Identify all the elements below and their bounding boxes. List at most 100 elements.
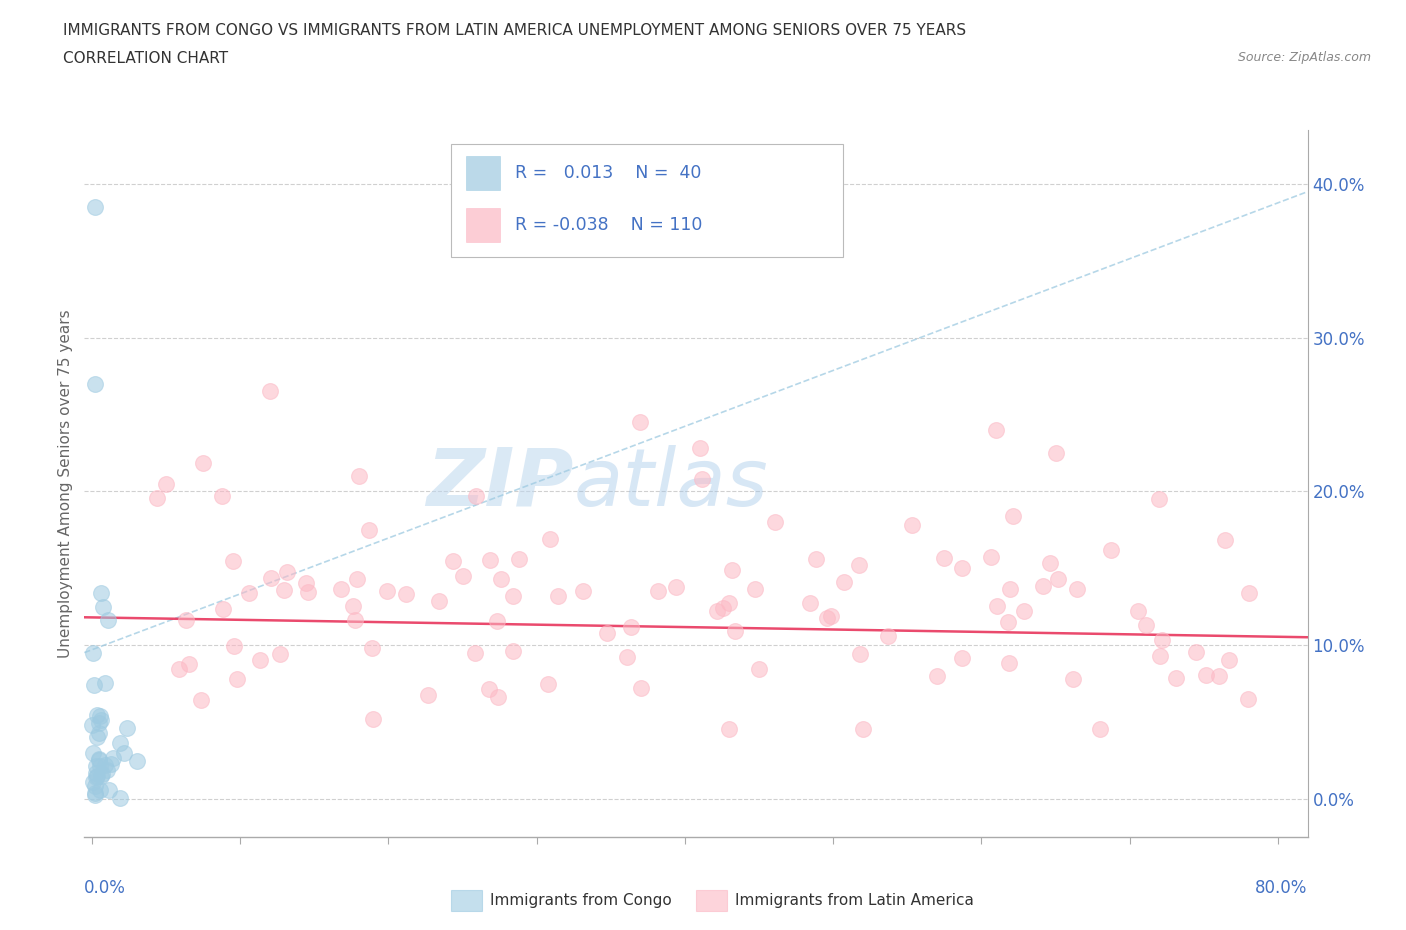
Point bbox=[361, 711, 384, 726]
Point bbox=[90, 713, 112, 728]
Point bbox=[89, 751, 111, 766]
Point bbox=[90, 768, 112, 783]
Point bbox=[344, 613, 367, 628]
Point bbox=[125, 753, 148, 768]
Point bbox=[222, 639, 245, 654]
Text: IMMIGRANTS FROM CONGO VS IMMIGRANTS FROM LATIN AMERICA UNEMPLOYMENT AMONG SENIOR: IMMIGRANTS FROM CONGO VS IMMIGRANTS FROM… bbox=[63, 23, 966, 38]
Point bbox=[1099, 543, 1122, 558]
Point bbox=[799, 595, 821, 610]
Point bbox=[465, 489, 488, 504]
Point bbox=[94, 675, 117, 690]
Point bbox=[876, 629, 898, 644]
Point bbox=[394, 587, 416, 602]
Point bbox=[97, 613, 120, 628]
Point bbox=[502, 643, 524, 658]
Point bbox=[804, 551, 827, 566]
Point bbox=[1012, 604, 1035, 618]
Point bbox=[478, 553, 501, 568]
Point bbox=[537, 676, 560, 691]
Point bbox=[986, 422, 1008, 437]
Point bbox=[1185, 644, 1208, 659]
Point bbox=[1149, 648, 1171, 663]
Point bbox=[1126, 604, 1149, 618]
Point bbox=[83, 200, 105, 215]
Point bbox=[82, 775, 104, 790]
Point bbox=[211, 488, 233, 503]
Point bbox=[1213, 532, 1236, 547]
Point bbox=[508, 551, 530, 566]
Point bbox=[89, 708, 111, 723]
Point bbox=[361, 641, 384, 656]
Point bbox=[721, 563, 744, 578]
Point bbox=[146, 490, 169, 505]
Point bbox=[418, 687, 440, 702]
Point bbox=[98, 782, 121, 797]
Point bbox=[249, 652, 271, 667]
Bar bbox=[451, 890, 482, 911]
Text: Source: ZipAtlas.com: Source: ZipAtlas.com bbox=[1237, 51, 1371, 64]
Point bbox=[260, 571, 283, 586]
Text: 0.0%: 0.0% bbox=[84, 880, 127, 897]
Point bbox=[986, 598, 1008, 613]
Text: Immigrants from Congo: Immigrants from Congo bbox=[491, 893, 672, 908]
Point bbox=[1152, 632, 1174, 647]
Point bbox=[276, 565, 298, 579]
Point bbox=[1002, 509, 1025, 524]
Point bbox=[1195, 668, 1218, 683]
Point bbox=[689, 440, 711, 455]
Point bbox=[112, 746, 135, 761]
Point bbox=[86, 708, 108, 723]
Point bbox=[1218, 653, 1240, 668]
Point bbox=[616, 649, 638, 664]
Point bbox=[259, 384, 281, 399]
Point bbox=[222, 553, 245, 568]
Point bbox=[86, 768, 108, 783]
Point bbox=[1208, 669, 1230, 684]
Text: Immigrants from Latin America: Immigrants from Latin America bbox=[735, 893, 974, 908]
Point bbox=[820, 608, 842, 623]
Point bbox=[83, 678, 105, 693]
Point bbox=[100, 757, 122, 772]
Text: atlas: atlas bbox=[574, 445, 769, 523]
Point bbox=[84, 779, 107, 794]
Point bbox=[87, 725, 110, 740]
Point bbox=[346, 571, 368, 586]
Point bbox=[647, 584, 669, 599]
Point bbox=[997, 656, 1019, 671]
Text: R =   0.013    N =  40: R = 0.013 N = 40 bbox=[515, 165, 702, 182]
Point bbox=[849, 646, 872, 661]
Point bbox=[815, 610, 838, 625]
Point bbox=[91, 600, 114, 615]
Point bbox=[538, 531, 561, 546]
Point bbox=[84, 758, 107, 773]
Point bbox=[94, 757, 117, 772]
Point bbox=[103, 751, 125, 765]
Point bbox=[87, 715, 110, 730]
Point bbox=[997, 615, 1019, 630]
Point bbox=[89, 758, 111, 773]
Point bbox=[1045, 445, 1067, 460]
Point bbox=[89, 782, 111, 797]
Point bbox=[718, 595, 741, 610]
Point bbox=[110, 791, 132, 806]
Point bbox=[489, 571, 512, 586]
Point bbox=[706, 604, 728, 618]
Point bbox=[86, 729, 108, 744]
Point bbox=[486, 690, 509, 705]
Point bbox=[83, 377, 105, 392]
Point bbox=[190, 693, 212, 708]
Point bbox=[464, 646, 486, 661]
Point bbox=[90, 767, 112, 782]
Text: 80.0%: 80.0% bbox=[1256, 880, 1308, 897]
Point bbox=[980, 549, 1002, 564]
Point bbox=[901, 517, 924, 532]
Point bbox=[852, 722, 875, 737]
Point bbox=[427, 593, 450, 608]
Point bbox=[848, 557, 870, 572]
Point bbox=[84, 765, 107, 780]
Point bbox=[80, 718, 103, 733]
Point bbox=[82, 746, 104, 761]
Point bbox=[620, 619, 643, 634]
Point bbox=[179, 657, 201, 671]
Point bbox=[110, 736, 132, 751]
